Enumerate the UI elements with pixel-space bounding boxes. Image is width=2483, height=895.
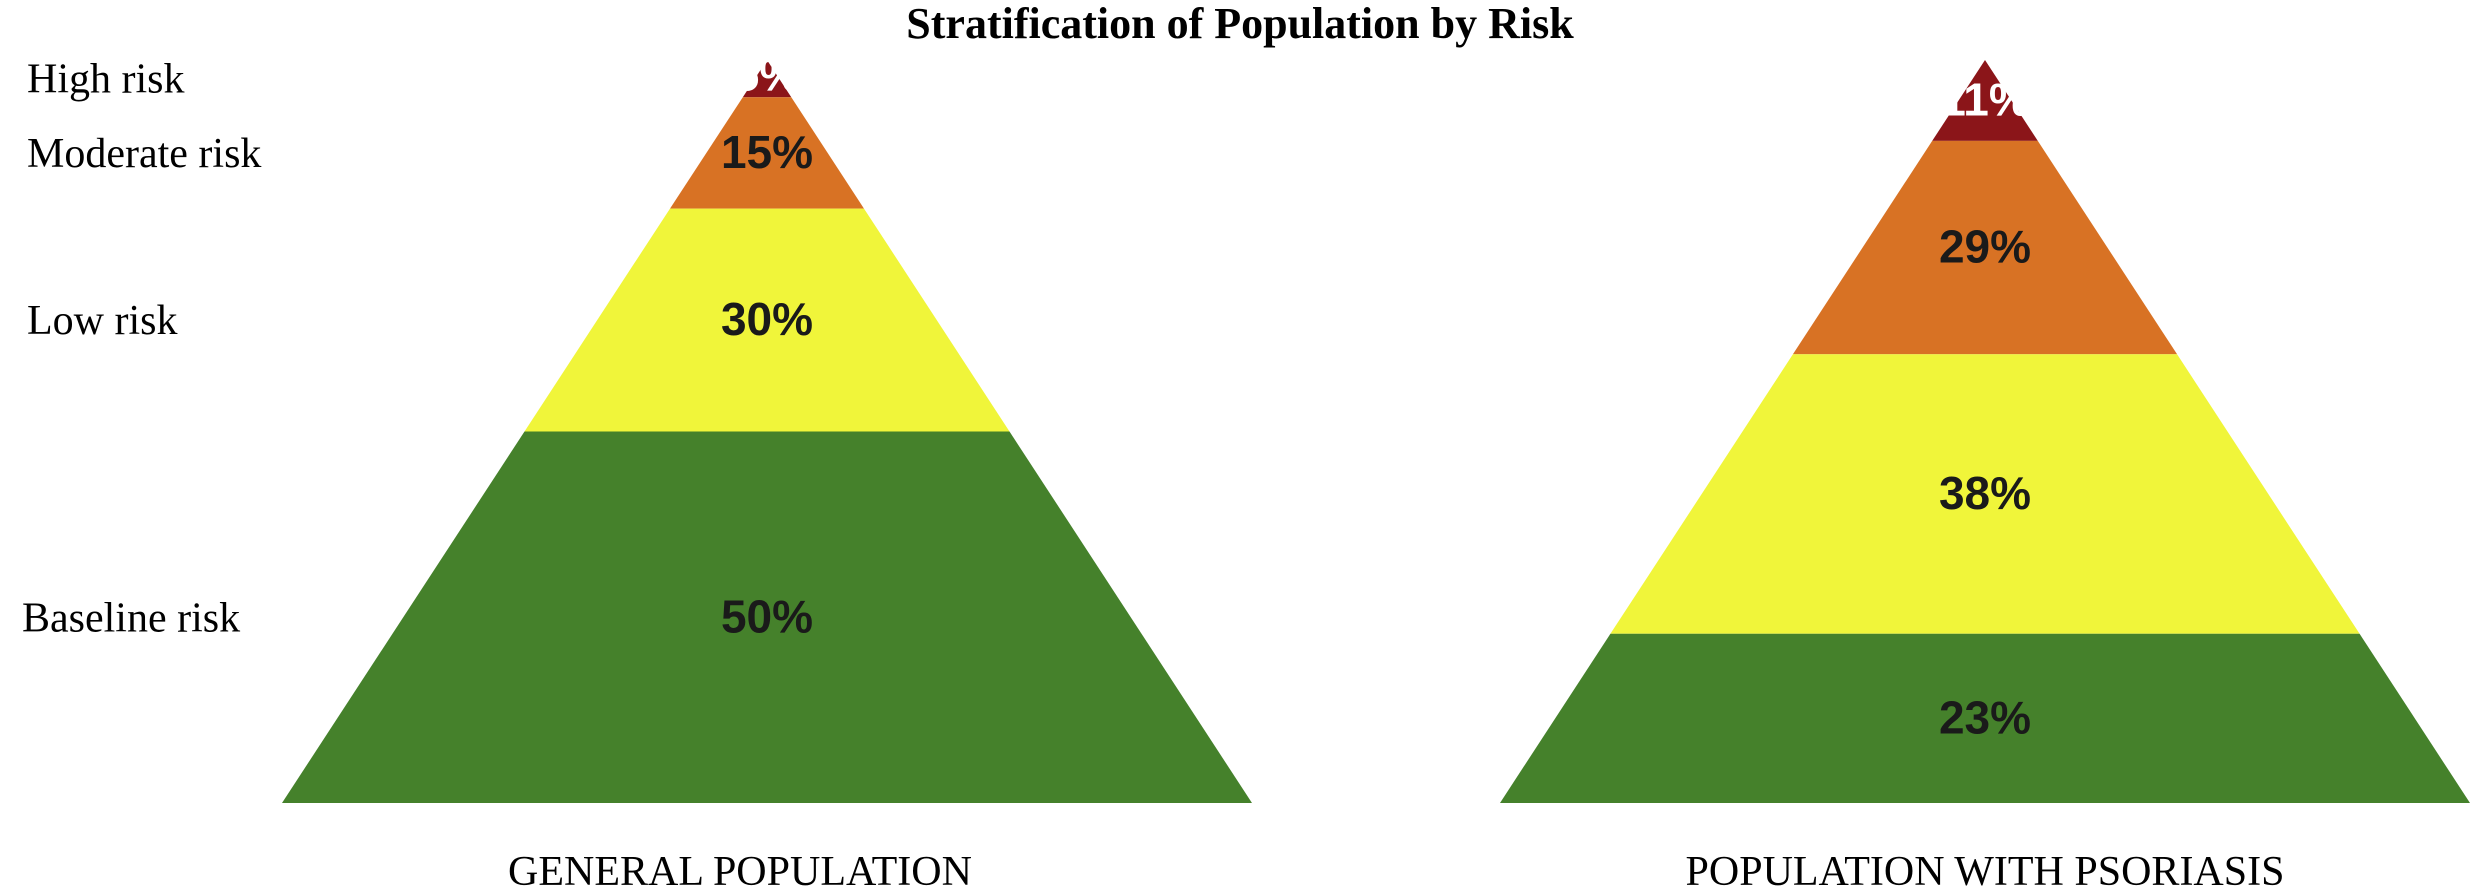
value-label-low-risk-general-population: 30%: [721, 293, 813, 345]
value-label-baseline-risk-general-population: 50%: [721, 590, 813, 642]
risk-level-labels: High risk Moderate risk Low risk Baseline r…: [22, 57, 261, 642]
level-label-low-risk: Low risk: [27, 298, 178, 344]
segment-high-risk-general-population: [742, 60, 792, 98]
pyramid-population-with-psoriasis: 11% 29% 38% 23%: [1500, 60, 2470, 803]
pyramid-caption-psoriasis: POPULATION WITH PSORIASIS: [1686, 849, 2285, 895]
pyramid-caption-general-population: GENERAL POPULATION: [508, 849, 972, 895]
value-label-low-risk-population-with-psoriasis: 38%: [1939, 467, 2031, 519]
segment-low-risk-general-population: [524, 208, 1010, 432]
segment-baseline-risk-population-with-psoriasis: [1500, 633, 2470, 803]
segment-moderate-risk-general-population: [670, 97, 864, 209]
segment-moderate-risk-population-with-psoriasis: [1792, 140, 2178, 355]
level-label-moderate-risk: Moderate risk: [27, 131, 261, 177]
value-label-high-risk-population-with-psoriasis: 11%: [1940, 74, 2030, 126]
value-label-baseline-risk-population-with-psoriasis: 23%: [1939, 691, 2031, 743]
segment-baseline-risk-general-population: [282, 431, 1252, 803]
value-label-moderate-risk-general-population: 15%: [721, 126, 813, 178]
pyramid-general-population: 5% 15% 30% 50%: [282, 49, 1252, 803]
segment-high-risk-population-with-psoriasis: [1932, 60, 2038, 141]
level-label-high-risk: High risk: [27, 57, 185, 103]
level-label-baseline-risk: Baseline risk: [22, 595, 240, 641]
value-label-moderate-risk-population-with-psoriasis: 29%: [1939, 221, 2031, 273]
chart-title: Stratification of Population by Risk: [906, 0, 1574, 48]
segment-low-risk-population-with-psoriasis: [1610, 354, 2360, 634]
value-label-high-risk-general-population: 5%: [734, 49, 800, 101]
